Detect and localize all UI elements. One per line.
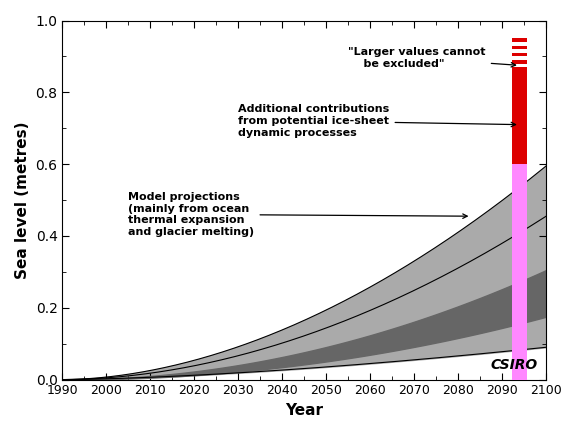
Bar bbox=[512, 45, 527, 49]
Bar bbox=[512, 60, 527, 64]
Bar bbox=[512, 164, 527, 380]
Bar bbox=[512, 53, 527, 56]
Text: "Larger values cannot
    be excluded": "Larger values cannot be excluded" bbox=[349, 47, 516, 69]
Text: Model projections
(mainly from ocean
thermal expansion
and glacier melting): Model projections (mainly from ocean the… bbox=[128, 192, 467, 237]
Text: CSIRO: CSIRO bbox=[490, 359, 537, 372]
Bar bbox=[512, 67, 527, 71]
X-axis label: Year: Year bbox=[285, 403, 323, 418]
Bar bbox=[512, 39, 527, 42]
Bar bbox=[512, 71, 527, 164]
Text: Additional contributions
from potential ice-sheet
dynamic processes: Additional contributions from potential … bbox=[238, 104, 516, 138]
Y-axis label: Sea level (metres): Sea level (metres) bbox=[15, 121, 30, 279]
